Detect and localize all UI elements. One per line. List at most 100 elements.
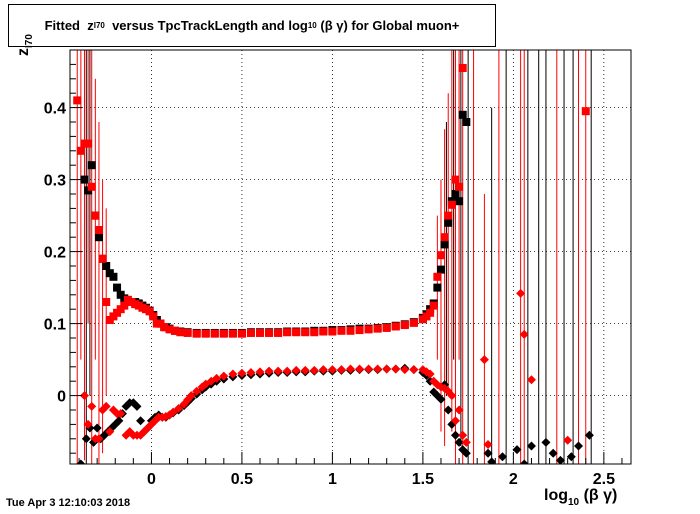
data-point-square <box>451 175 460 184</box>
data-point-diamond <box>436 394 446 404</box>
data-point-diamond <box>83 419 93 429</box>
data-point-square <box>87 161 96 170</box>
data-point-square <box>440 240 449 249</box>
data-point-diamond <box>563 435 573 445</box>
data-point-square <box>210 329 219 338</box>
data-point-square <box>382 323 391 332</box>
y-tick-label: 0 <box>57 389 66 406</box>
data-point-square <box>458 110 467 119</box>
data-point-diamond <box>479 355 489 365</box>
data-point-square <box>391 322 400 331</box>
data-point-square <box>192 329 201 338</box>
data-point-diamond <box>555 455 565 464</box>
data-point-square <box>440 233 449 242</box>
data-point-square <box>462 118 471 126</box>
data-point-diamond <box>327 365 337 375</box>
data-point-square <box>447 200 456 209</box>
data-point-square <box>113 283 122 292</box>
data-point-square <box>160 323 169 332</box>
x-axis-title: log10 (β γ) <box>544 487 618 508</box>
data-point-diamond <box>498 452 508 462</box>
data-point-square <box>292 328 301 337</box>
data-point-diamond <box>526 375 536 385</box>
data-point-square <box>436 251 445 260</box>
data-point-diamond <box>450 430 460 440</box>
data-point-square <box>337 326 346 335</box>
data-point-square <box>91 211 100 220</box>
data-point-diamond <box>458 430 468 440</box>
data-point-square <box>455 197 464 206</box>
data-point-diamond <box>92 423 102 433</box>
data-point-square <box>145 307 154 316</box>
data-point-square <box>84 139 93 148</box>
data-point-diamond <box>519 329 529 339</box>
data-point-diamond <box>483 448 493 458</box>
y-tick-label: 0.4 <box>44 101 66 118</box>
data-point-square <box>73 96 82 105</box>
data-point-square <box>76 146 85 155</box>
data-point-square <box>237 329 246 338</box>
data-point-square <box>319 327 328 336</box>
data-point-square <box>364 325 373 334</box>
data-point-diamond <box>219 371 229 381</box>
chart-title: Fitted z I70 versus TpcTrackLength and lo… <box>9 5 495 46</box>
data-point-square <box>451 190 460 198</box>
data-point-square <box>170 326 179 335</box>
title-sub: I70 <box>93 21 105 30</box>
data-point-diamond <box>566 452 576 462</box>
data-point-diamond <box>346 364 355 374</box>
data-point-square <box>409 318 418 327</box>
y-axis-title: zI70 <box>15 34 36 56</box>
data-point-square <box>433 272 442 281</box>
data-point-diamond <box>409 365 419 375</box>
data-point-diamond <box>94 434 104 444</box>
data-point-square <box>102 298 111 306</box>
data-point-diamond <box>483 440 493 450</box>
data-point-diamond <box>461 448 471 458</box>
data-point-diamond <box>391 364 401 374</box>
data-point-diamond <box>548 448 558 458</box>
data-point-square <box>373 324 382 333</box>
y-tick-label: 0.1 <box>44 317 66 334</box>
data-point-square <box>301 328 310 337</box>
data-point-diamond <box>526 441 536 451</box>
data-point-diamond <box>454 405 464 415</box>
x-tick-label: 2 <box>509 471 518 488</box>
data-point-diamond <box>192 386 202 396</box>
data-point-diamond <box>291 365 301 375</box>
data-point-diamond <box>447 391 457 401</box>
data-point-square <box>265 328 274 337</box>
x-tick-label: 2.5 <box>593 471 615 488</box>
data-point-square <box>458 64 467 72</box>
data-point-diamond <box>81 434 91 444</box>
data-point-square <box>310 328 319 337</box>
data-point-square <box>444 211 453 220</box>
data-point-diamond <box>584 430 594 440</box>
data-point-diamond <box>121 401 131 411</box>
plot-frame <box>69 49 632 465</box>
data-point-diamond <box>246 368 256 378</box>
data-point-diamond <box>105 427 115 437</box>
data-point-diamond <box>318 365 328 375</box>
data-point-square <box>183 328 192 337</box>
title-sub2: 10 <box>307 21 317 30</box>
data-point-square <box>94 226 103 234</box>
data-point-diamond <box>425 369 435 379</box>
data-point-diamond <box>101 401 111 411</box>
data-point-square <box>109 272 118 281</box>
data-point-diamond <box>121 430 131 440</box>
data-point-diamond <box>114 416 124 426</box>
data-point-diamond <box>255 367 265 377</box>
data-point-diamond <box>461 437 471 447</box>
data-point-square <box>228 329 237 338</box>
data-point-diamond <box>336 365 346 375</box>
timestamp: Tue Apr 3 12:10:03 2018 <box>6 497 131 509</box>
data-point-square <box>429 301 438 310</box>
data-point-diamond <box>79 391 89 401</box>
data-point-diamond <box>212 373 222 383</box>
data-point-diamond <box>355 364 365 374</box>
data-point-diamond <box>186 391 196 401</box>
data-point-square <box>328 327 337 336</box>
data-point-square <box>433 283 442 292</box>
